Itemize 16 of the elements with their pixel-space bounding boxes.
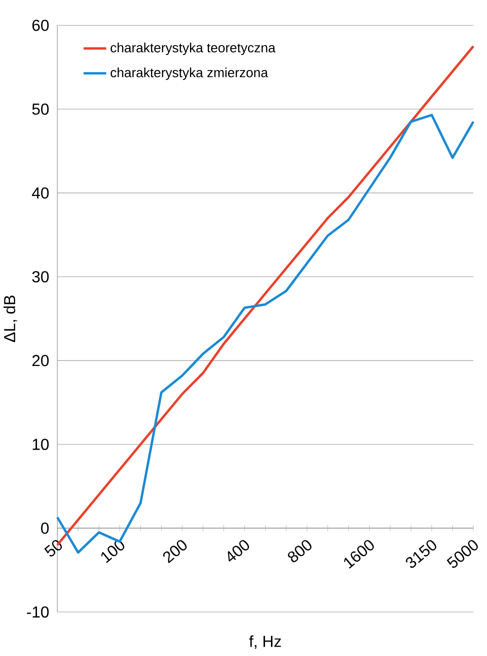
y-tick-label: 60 bbox=[32, 20, 49, 31]
x-tick-label: 800 bbox=[288, 540, 312, 562]
y-tick-label: 30 bbox=[32, 271, 49, 282]
y-axis-title: ΔL, dB bbox=[4, 296, 18, 342]
legend-label: charakterystyka zmierzona bbox=[110, 68, 268, 80]
legend-label: charakterystyka teoretyczna bbox=[110, 42, 276, 56]
y-tick-label: 40 bbox=[32, 187, 49, 199]
x-tick-label: 200 bbox=[163, 540, 187, 564]
y-tick-label: 10 bbox=[32, 438, 49, 450]
y-tick-label: 0 bbox=[41, 522, 49, 534]
x-tick-label: 50 bbox=[44, 540, 62, 556]
x-tick-label: 400 bbox=[228, 540, 250, 562]
y-tick-label: 20 bbox=[32, 354, 49, 366]
y-tick-label: 50 bbox=[32, 104, 49, 115]
x-axis-title: f, Hz bbox=[249, 635, 281, 649]
y-tick-label: -10 bbox=[26, 606, 49, 618]
